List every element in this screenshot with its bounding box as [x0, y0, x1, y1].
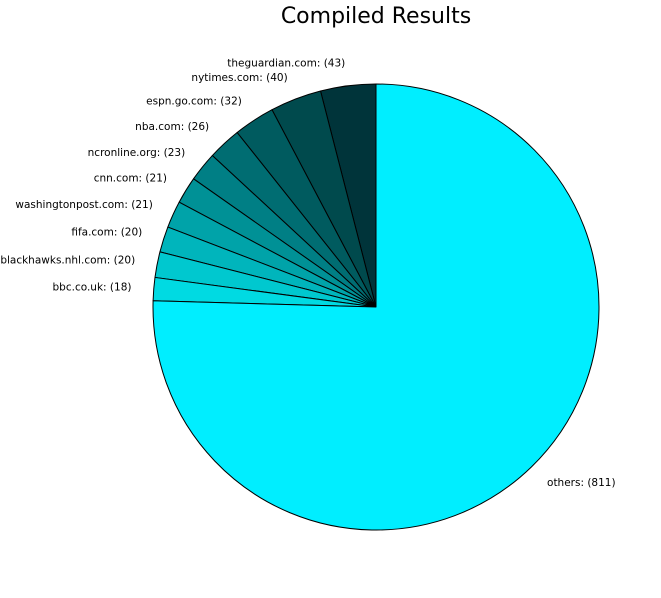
pie-slice-label-7: fifa.com: (20)	[71, 227, 142, 239]
pie-slice-10	[152, 83, 600, 531]
pie-slice-label-0: theguardian.com: (43)	[227, 58, 345, 70]
pie-slice-label-6: washingtonpost.com: (21)	[15, 199, 152, 211]
pie-labels: theguardian.com: (43) nytimes.com: (40) es…	[0, 58, 615, 489]
pie-slice-label-8: blackhawks.nhl.com: (20)	[0, 254, 135, 266]
pie-slices	[152, 83, 600, 531]
pie-slice-label-10: others: (811)	[547, 477, 616, 489]
pie-slice-label-3: nba.com: (26)	[135, 121, 209, 133]
pie-slice-label-1: nytimes.com: (40)	[191, 72, 287, 84]
chart-title: Compiled Results	[281, 4, 471, 29]
pie-slice-label-2: espn.go.com: (32)	[146, 96, 242, 108]
pie-slice-label-4: ncronline.org: (23)	[88, 147, 186, 159]
pie-slice-label-5: cnn.com: (21)	[94, 173, 167, 185]
pie-slice-label-9: bbc.co.uk: (18)	[53, 281, 132, 293]
